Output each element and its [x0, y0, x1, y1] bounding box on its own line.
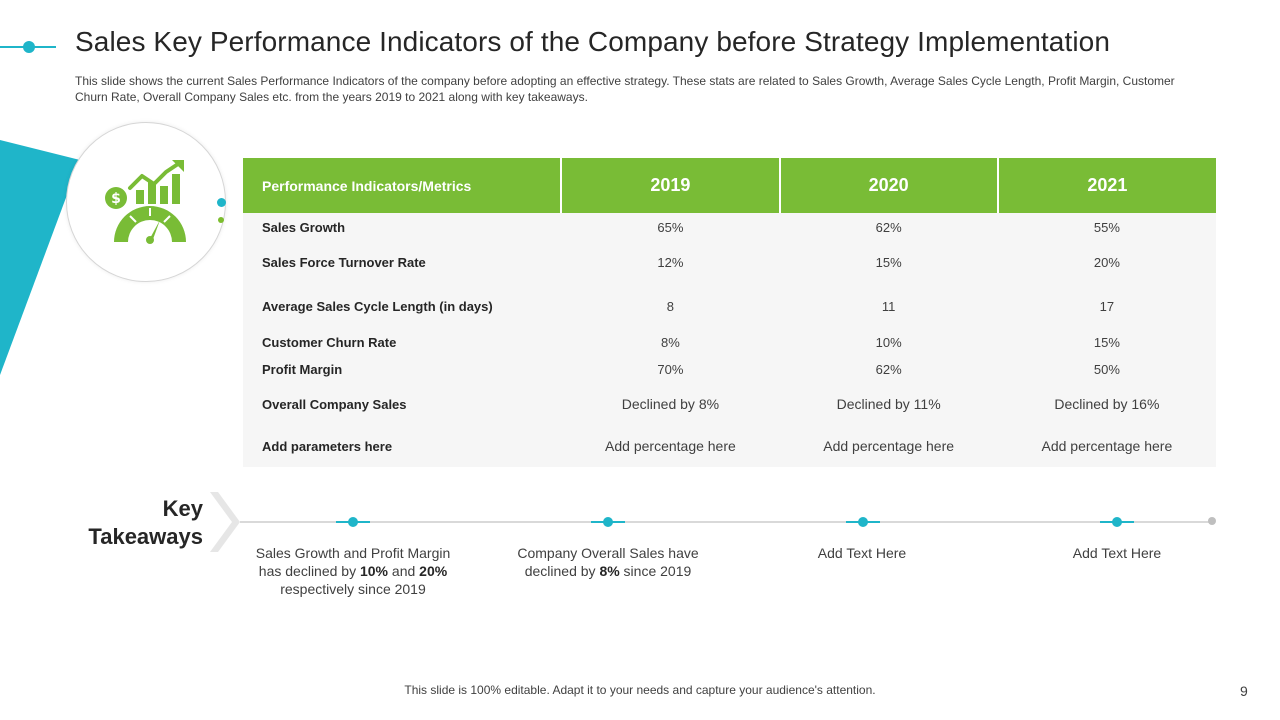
cell-2019: Declined by 8% [561, 383, 780, 425]
cell-2019: 65% [561, 213, 780, 241]
slide-subtitle: This slide shows the current Sales Perfo… [75, 74, 1175, 104]
cell-2021: 15% [997, 329, 1216, 356]
row-label: Average Sales Cycle Length (in days) [243, 283, 562, 329]
row-label: Sales Growth [243, 213, 562, 241]
table-row: Customer Churn Rate 8% 10% 15% [243, 329, 1216, 356]
table-row: Profit Margin 70% 62% 50% [243, 356, 1216, 383]
cell-2020: Add percentage here [779, 425, 998, 467]
timeline-marker [846, 516, 880, 528]
cell-2021: Declined by 16% [997, 383, 1216, 425]
timeline-end-dot [1208, 517, 1216, 525]
cell-2020: Declined by 11% [779, 383, 998, 425]
cell-2020: 62% [779, 356, 998, 383]
circle-accent-dot-green [218, 217, 224, 223]
svg-text:$: $ [111, 191, 121, 207]
header-year-2019: 2019 [560, 158, 780, 213]
row-label: Overall Company Sales [243, 383, 562, 425]
page-number: 9 [1240, 683, 1248, 699]
table-row: Average Sales Cycle Length (in days) 8 1… [243, 283, 1216, 329]
table-row: Add parameters here Add percentage here … [243, 425, 1216, 467]
key-takeaways-line1: Key [162, 496, 203, 521]
cell-2021: 17 [997, 283, 1216, 329]
timeline-marker [1100, 516, 1134, 528]
cell-2019: Add percentage here [561, 425, 780, 467]
cell-2021: 50% [997, 356, 1216, 383]
sales-growth-gauge-icon: $ [105, 160, 186, 244]
slide-title: Sales Key Performance Indicators of the … [75, 26, 1110, 57]
timeline-marker [591, 516, 625, 528]
cell-2019: 8 [561, 283, 780, 329]
row-label: Add parameters here [243, 425, 562, 467]
cell-2021: Add percentage here [997, 425, 1216, 467]
table-header-row: Performance Indicators/Metrics 2019 2020… [243, 158, 1216, 213]
cell-2021: 20% [997, 241, 1216, 283]
cell-2020: 15% [779, 241, 998, 283]
timeline-marker [336, 516, 370, 528]
takeaway-1: Sales Growth and Profit Margin has decli… [255, 545, 451, 597]
takeaway-3: Add Text Here [817, 545, 907, 561]
row-label: Customer Churn Rate [243, 329, 562, 356]
kpi-table: Performance Indicators/Metrics 2019 2020… [243, 158, 1216, 467]
key-takeaways-heading: Key Takeaways [60, 495, 203, 551]
table-row: Sales Force Turnover Rate 12% 15% 20% [243, 241, 1216, 283]
cell-2020: 11 [779, 283, 998, 329]
cell-2019: 8% [561, 329, 780, 356]
row-label: Sales Force Turnover Rate [243, 241, 562, 283]
table-row: Sales Growth 65% 62% 55% [243, 213, 1216, 241]
chevron-right-icon [210, 492, 240, 552]
icon-circle: $ [66, 122, 226, 282]
cell-2021: 55% [997, 213, 1216, 241]
cell-2020: 10% [779, 329, 998, 356]
cell-2020: 62% [779, 213, 998, 241]
takeaways-timeline [240, 521, 1212, 523]
row-label: Profit Margin [243, 356, 562, 383]
cell-2019: 12% [561, 241, 780, 283]
key-takeaways-line2: Takeaways [88, 524, 203, 549]
circle-accent-dot-teal [217, 198, 226, 207]
header-year-2021: 2021 [996, 158, 1216, 213]
takeaway-2: Company Overall Sales have declined by 8… [517, 545, 699, 579]
header-year-2020: 2020 [778, 158, 998, 213]
table-row: Overall Company Sales Declined by 8% Dec… [243, 383, 1216, 425]
takeaway-4: Add Text Here [1072, 545, 1162, 561]
cell-2019: 70% [561, 356, 780, 383]
footer-note: This slide is 100% editable. Adapt it to… [404, 683, 876, 697]
header-accent-dot [23, 41, 35, 53]
teal-wedge-shape [0, 140, 80, 375]
header-metrics: Performance Indicators/Metrics [243, 158, 562, 213]
